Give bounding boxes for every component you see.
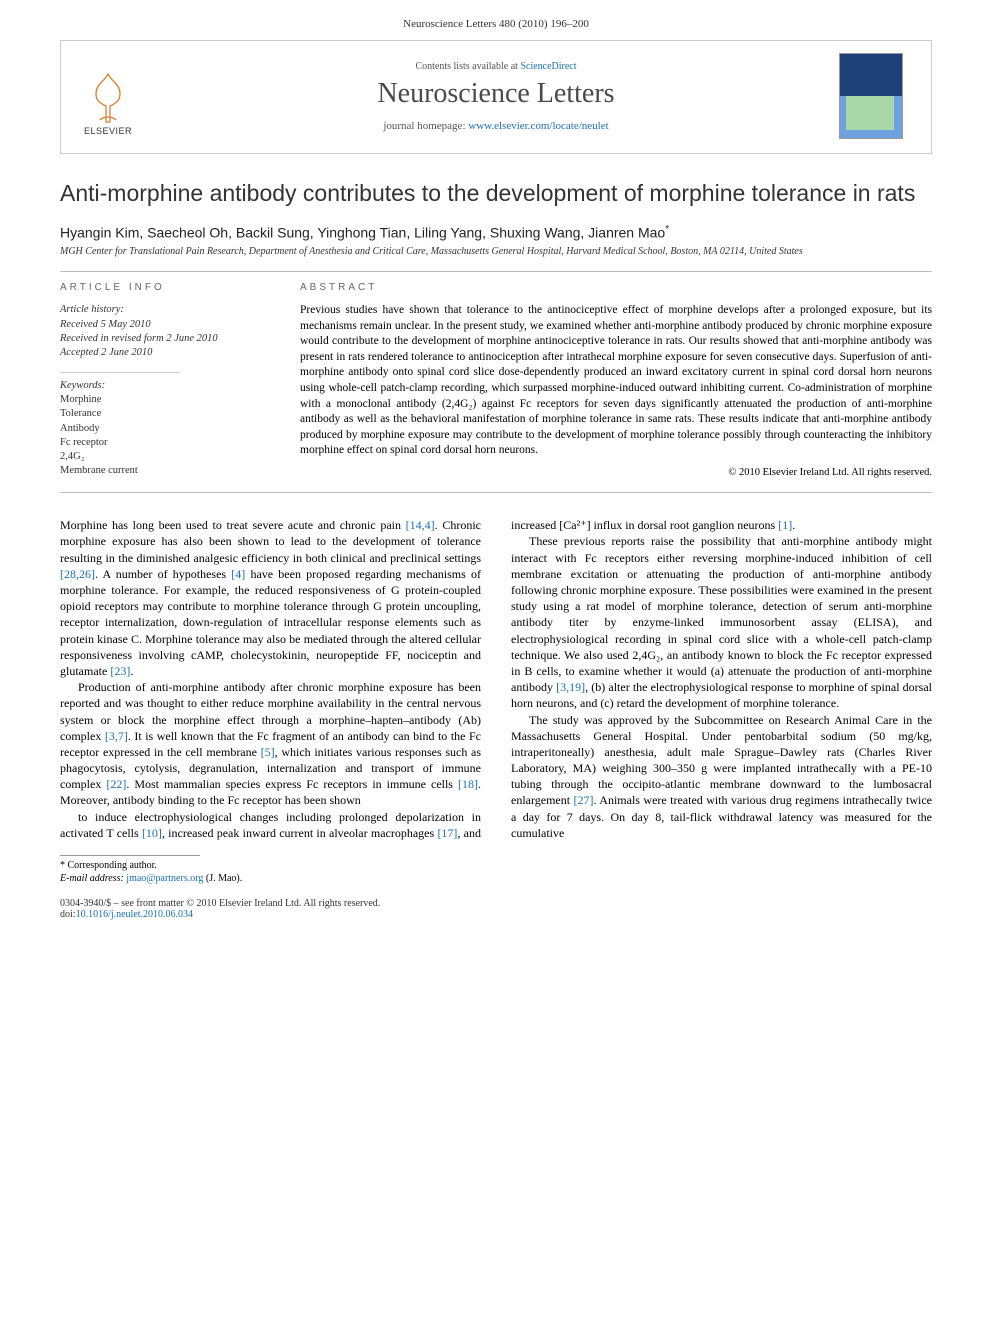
email-suffix: (J. Mao). [203,873,242,884]
journal-homepage: journal homepage: www.elsevier.com/locat… [163,120,829,132]
abstract-copyright: © 2010 Elsevier Ireland Ltd. All rights … [300,467,932,478]
authors-text: Hyangin Kim, Saecheol Oh, Backil Sung, Y… [60,224,665,240]
keyword-item: Tolerance [60,407,270,421]
body-text: Morphine has long been used to treat sev… [60,517,932,841]
homepage-link[interactable]: www.elsevier.com/locate/neulet [468,120,608,132]
keyword-item: Antibody [60,422,270,436]
affiliation: MGH Center for Translational Pain Resear… [60,246,932,257]
article-title: Anti-morphine antibody contributes to th… [60,179,932,208]
body-paragraph: Production of anti-morphine antibody aft… [60,679,481,809]
article-info-column: article info Article history: Received 5… [60,282,270,478]
elsevier-tree-icon [86,72,130,126]
publisher-name: ELSEVIER [84,126,132,136]
footer-copyright: 0304-3940/$ – see front matter © 2010 El… [60,898,380,909]
rule-top [60,271,932,272]
history-received: Received 5 May 2010 [60,318,270,332]
doi-line: doi:10.1016/j.neulet.2010.06.034 [60,909,380,920]
masthead: ELSEVIER Contents lists available at Sci… [60,40,932,154]
page-footer: 0304-3940/$ – see front matter © 2010 El… [60,898,932,920]
journal-name: Neuroscience Letters [163,78,829,110]
footer-left: 0304-3940/$ – see front matter © 2010 El… [60,898,380,920]
email-footnote: E-mail address: jmao@partners.org (J. Ma… [60,873,932,884]
abstract-heading: abstract [300,282,932,293]
email-link[interactable]: jmao@partners.org [126,873,203,884]
corresponding-marker: * [665,224,669,235]
history-label: Article history: [60,303,270,317]
body-paragraph: Morphine has long been used to treat sev… [60,517,481,679]
rule-bottom [60,492,932,493]
keyword-item: 2,4G₂ [60,450,270,464]
keyword-item: Morphine [60,393,270,407]
keyword-item: Fc receptor [60,436,270,450]
body-paragraph: These previous reports raise the possibi… [511,533,932,711]
author-list: Hyangin Kim, Saecheol Oh, Backil Sung, Y… [60,224,932,241]
body-paragraph: The study was approved by the Subcommitt… [511,712,932,842]
history-accepted: Accepted 2 June 2010 [60,346,270,360]
info-abstract-grid: article info Article history: Received 5… [60,282,932,478]
keyword-item: Membrane current [60,464,270,478]
corresponding-footnote: * Corresponding author. [60,860,932,871]
keywords-block: Keywords: Morphine Tolerance Antibody Fc… [60,379,270,478]
article-info-heading: article info [60,282,270,293]
journal-cover-thumb [839,53,903,139]
keywords-label: Keywords: [60,379,270,393]
email-label: E-mail address: [60,873,126,884]
contents-prefix: Contents lists available at [415,61,520,72]
history-revised: Received in revised form 2 June 2010 [60,332,270,346]
homepage-prefix: journal homepage: [383,120,468,132]
mini-rule [60,372,180,373]
abstract-text: Previous studies have shown that toleran… [300,303,932,458]
doi-link[interactable]: 10.1016/j.neulet.2010.06.034 [76,909,194,920]
abstract-column: abstract Previous studies have shown tha… [300,282,932,478]
doi-label: doi: [60,909,76,920]
sciencedirect-link[interactable]: ScienceDirect [520,61,576,72]
masthead-center: Contents lists available at ScienceDirec… [163,61,829,132]
running-head: Neuroscience Letters 480 (2010) 196–200 [0,0,992,40]
elsevier-logo: ELSEVIER [73,56,143,136]
article-history: Article history: Received 5 May 2010 Rec… [60,303,270,360]
contents-available: Contents lists available at ScienceDirec… [163,61,829,72]
footnote-rule [60,855,200,856]
